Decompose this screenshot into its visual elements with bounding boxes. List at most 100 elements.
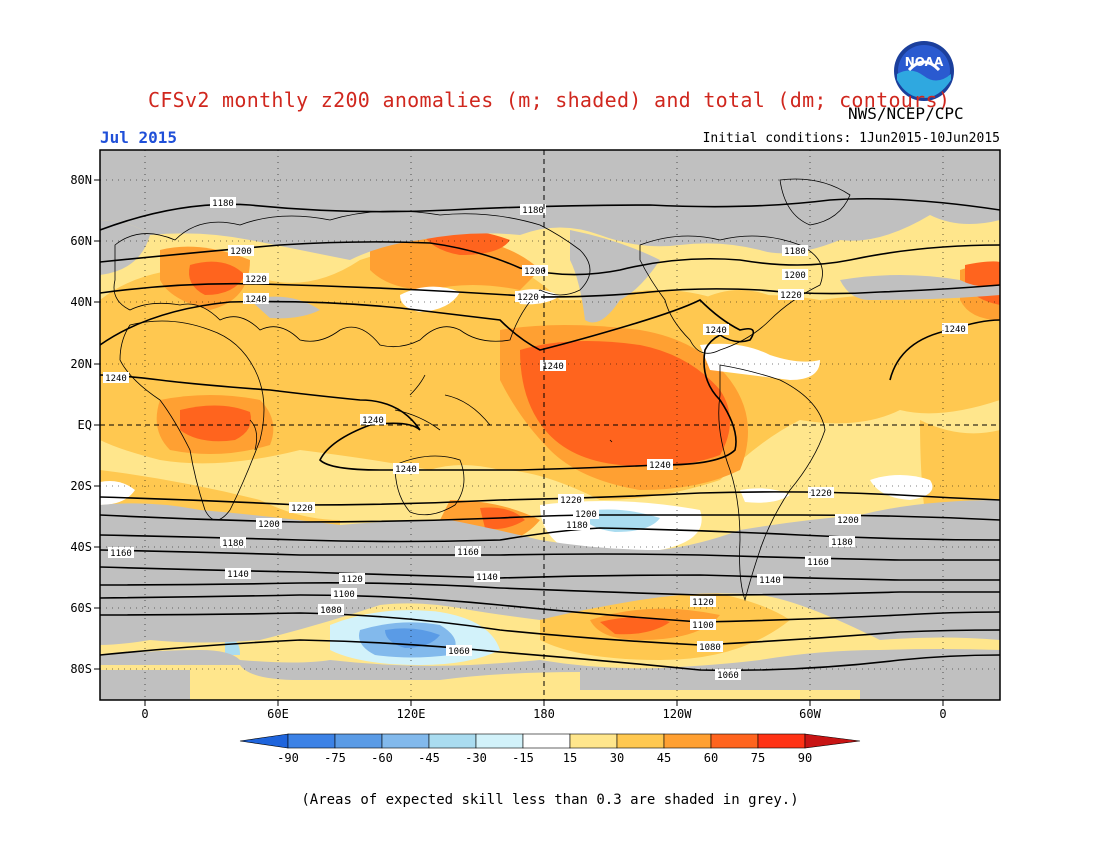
contour-label: 1140 [474, 571, 500, 583]
contour-label: 1180 [520, 204, 546, 216]
svg-text:1200: 1200 [837, 516, 859, 526]
contour-1100 [100, 594, 1000, 623]
contour-label: 1140 [225, 568, 251, 580]
lat-label: 40N [70, 295, 92, 309]
svg-text:1140: 1140 [759, 576, 781, 586]
contour-label: 1200 [256, 518, 282, 530]
contour-label: 1200 [835, 514, 861, 526]
svg-text:1180: 1180 [212, 199, 234, 209]
lon-label: 120E [397, 707, 426, 721]
contour-label: 1180 [210, 197, 236, 209]
contour-label: 1200 [522, 265, 548, 277]
contour-label: 1180 [220, 537, 246, 549]
month-label: Jul 2015 [100, 128, 178, 147]
agency-label: NWS/NCEP/CPC [848, 104, 964, 123]
lat-label: 20N [70, 357, 92, 371]
contour-label: 1200 [782, 269, 808, 281]
logo-text: NOAA [905, 55, 944, 69]
svg-text:1120: 1120 [341, 575, 363, 585]
contour-label: 1100 [331, 588, 357, 600]
svg-text:1240: 1240 [542, 362, 564, 372]
contour-1200-north [100, 241, 1000, 276]
contour-label: 1240 [243, 293, 269, 305]
svg-text:1160: 1160 [807, 558, 829, 568]
svg-text:1220: 1220 [560, 496, 582, 506]
contour-label: 1200 [573, 508, 599, 520]
lat-label: 20S [70, 479, 92, 493]
svg-text:1180: 1180 [784, 247, 806, 257]
svg-text:1080: 1080 [320, 606, 342, 616]
svg-text:1240: 1240 [362, 416, 384, 426]
lat-label: 80N [70, 173, 92, 187]
contour-label: 1220 [289, 502, 315, 514]
map-title: CFSv2 monthly z200 anomalies (m; shaded)… [148, 88, 951, 112]
svg-text:1060: 1060 [448, 647, 470, 657]
contour-label: 1160 [108, 547, 134, 559]
contour-label: 1240 [360, 414, 386, 426]
lat-label: 60N [70, 234, 92, 248]
contour-1080 [100, 612, 1000, 646]
contour-label: 1240 [393, 463, 419, 475]
lon-label: 60E [267, 707, 289, 721]
svg-text:1180: 1180 [566, 521, 588, 531]
svg-text:1200: 1200 [230, 247, 252, 257]
lon-label: 180 [533, 707, 555, 721]
contour-1220-north [100, 282, 1000, 298]
lon-label: 0 [141, 707, 148, 721]
contour-label: 1240 [942, 323, 968, 335]
contour-1240 [100, 299, 755, 471]
lat-lon-grid [100, 150, 1000, 700]
svg-text:1080: 1080 [699, 643, 721, 653]
svg-text:1240: 1240 [944, 325, 966, 335]
svg-text:1160: 1160 [110, 549, 132, 559]
initial-conditions-label: Initial conditions: 1Jun2015-10Jun2015 [702, 131, 1000, 146]
svg-text:1220: 1220 [810, 489, 832, 499]
contour-label: 1120 [690, 596, 716, 608]
contour-label: 1160 [455, 546, 481, 558]
svg-text:1120: 1120 [692, 598, 714, 608]
svg-text:1240: 1240 [705, 326, 727, 336]
contour-label: 1080 [318, 604, 344, 616]
footnote: (Areas of expected skill less than 0.3 a… [301, 792, 799, 808]
svg-text:1180: 1180 [522, 206, 544, 216]
contour-label: 1160 [805, 556, 831, 568]
lat-label: 40S [70, 540, 92, 554]
coastlines [113, 178, 851, 602]
contour-label: 1140 [757, 574, 783, 586]
contour-label: 1200 [228, 245, 254, 257]
contour-label: 1220 [515, 291, 541, 303]
svg-text:1240: 1240 [245, 295, 267, 305]
contour-label: 1060 [446, 645, 472, 657]
svg-text:1160: 1160 [457, 548, 479, 558]
contour-label: 1220 [558, 494, 584, 506]
contour-label: 1240 [703, 324, 729, 336]
svg-text:1200: 1200 [524, 267, 546, 277]
lat-label: EQ [78, 418, 92, 432]
contour-label: 1220 [243, 273, 269, 285]
svg-text:1220: 1220 [780, 291, 802, 301]
svg-text:1200: 1200 [784, 271, 806, 281]
svg-text:1220: 1220 [245, 275, 267, 285]
contour-label: 1180 [564, 519, 590, 531]
svg-text:1240: 1240 [105, 374, 127, 384]
contour-label: 1180 [782, 245, 808, 257]
contour-label: 1220 [808, 487, 834, 499]
lat-label: 80S [70, 662, 92, 676]
lon-label: 0 [939, 707, 946, 721]
svg-text:1140: 1140 [227, 570, 249, 580]
svg-text:1180: 1180 [222, 539, 244, 549]
contour-1180-north [100, 197, 1000, 231]
height-contours [100, 197, 1000, 672]
contour-label: 1240 [540, 360, 566, 372]
lat-ticks [94, 179, 100, 670]
lon-axis-labels: 0 60E 120E 180 120W 60W 0 [141, 707, 946, 721]
svg-text:1240: 1240 [649, 461, 671, 471]
noaa-logo: NOAA [893, 40, 955, 102]
reference-lines [100, 150, 1000, 700]
contour-label: 1060 [715, 669, 741, 681]
svg-text:1060: 1060 [717, 671, 739, 681]
contour-label: 1120 [339, 573, 365, 585]
contour-1060 [100, 639, 1000, 672]
contour-1160 [100, 549, 1000, 561]
